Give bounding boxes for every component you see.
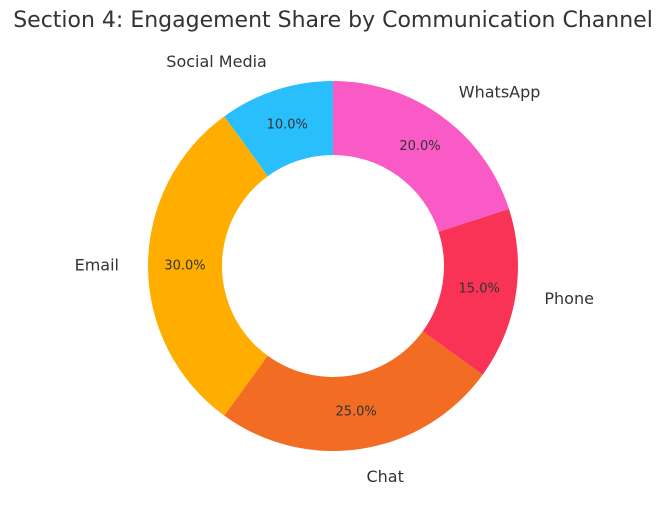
slices-group: [148, 81, 519, 452]
category-label-whatsapp: WhatsApp: [459, 82, 541, 101]
percent-label-phone: 15.0%: [459, 282, 500, 297]
slice-phone: [422, 208, 519, 375]
slice-social-media: [224, 81, 333, 177]
percent-labels-group: 10.0% 30.0% 25.0% 15.0% 20.0%: [164, 118, 499, 420]
slice-chat: [224, 331, 483, 452]
category-labels-group: Social Media Email Chat Phone WhatsApp: [75, 52, 594, 486]
percent-label-chat: 25.0%: [335, 405, 376, 420]
category-label-chat: Chat: [366, 467, 403, 486]
percent-label-whatsapp: 20.0%: [399, 139, 440, 154]
category-label-email: Email: [75, 256, 119, 275]
percent-label-social-media: 10.0%: [267, 118, 308, 133]
chart-title: Section 4: Engagement Share by Communica…: [13, 8, 653, 33]
category-label-phone: Phone: [544, 289, 594, 308]
slice-email: [148, 116, 268, 416]
slice-whatsapp: [333, 81, 509, 232]
percent-label-email: 30.0%: [164, 259, 205, 274]
category-label-social-media: Social Media: [166, 52, 267, 71]
